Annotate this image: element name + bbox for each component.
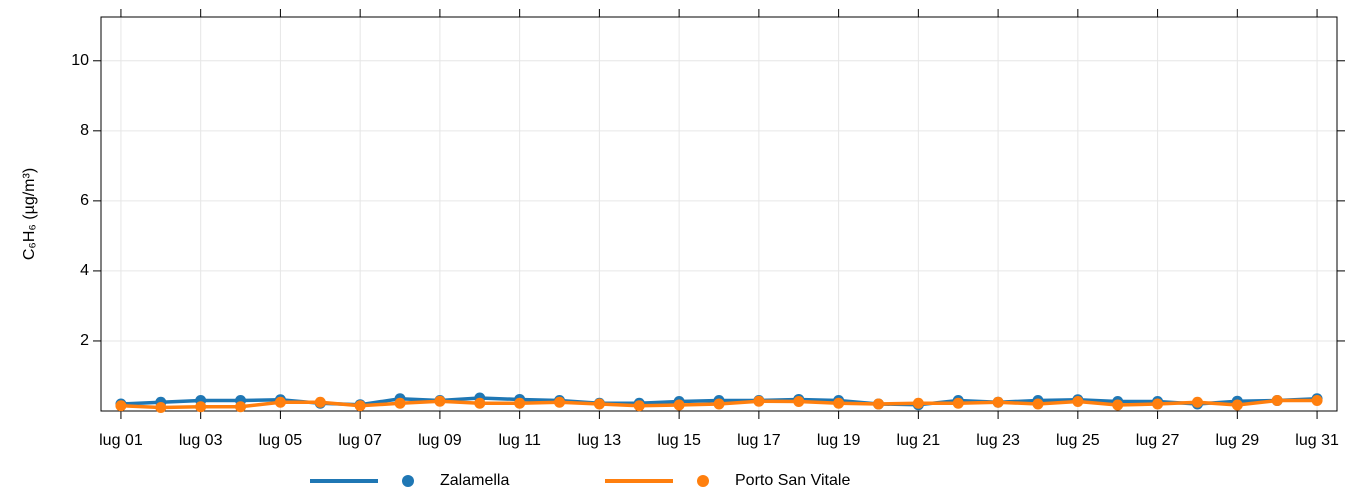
point [633,400,645,412]
x-tick-label: lug 03 [179,432,223,449]
y-tick-label: 8 [80,122,89,139]
point [753,395,765,407]
y-tick-label: 2 [80,332,89,349]
point [155,401,167,413]
point [434,395,446,407]
point [912,397,924,409]
point [514,397,526,409]
x-tick-label: lug 17 [737,432,781,449]
legend-marker [697,475,709,487]
y-tick-label: 4 [80,262,89,279]
point [1112,399,1124,411]
point [1231,399,1243,411]
point [1032,398,1044,410]
point [354,400,366,412]
point [394,397,406,409]
point [833,397,845,409]
y-tick-label: 6 [80,192,89,209]
x-tick-label: lug 13 [578,432,622,449]
point [593,398,605,410]
x-tick-label: lug 27 [1136,432,1180,449]
point [872,398,884,410]
x-tick-label: lug 29 [1216,432,1260,449]
point [195,401,207,413]
x-tick-label: lug 09 [418,432,462,449]
point [992,396,1004,408]
point [673,399,685,411]
y-axis-label: C₆H₆ (µg/m³) [21,168,38,260]
x-tick-label: lug 25 [1056,432,1100,449]
x-tick-label: lug 05 [259,432,303,449]
legend-marker [402,475,414,487]
point [554,396,566,408]
point [115,400,127,412]
point [314,396,326,408]
x-tick-label: lug 11 [498,432,541,449]
x-tick-label: lug 21 [897,432,941,449]
y-tick-label: 10 [71,52,89,69]
x-tick-label: lug 01 [99,432,143,449]
point [1072,396,1084,408]
point [1271,394,1283,406]
x-tick-label: lug 23 [976,432,1020,449]
point [274,396,286,408]
point [474,397,486,409]
point [713,398,725,410]
legend-label: Porto San Vitale [735,472,850,489]
point [952,397,964,409]
point [793,396,805,408]
x-tick-label: lug 07 [338,432,382,449]
point [1191,396,1203,408]
point [1311,394,1323,406]
legend-label: Zalamella [440,472,509,489]
point [1152,398,1164,410]
x-tick-label: lug 31 [1295,432,1339,449]
point [235,401,247,413]
x-tick-label: lug 19 [817,432,861,449]
plot-frame [100,16,1338,412]
x-tick-label: lug 15 [657,432,701,449]
